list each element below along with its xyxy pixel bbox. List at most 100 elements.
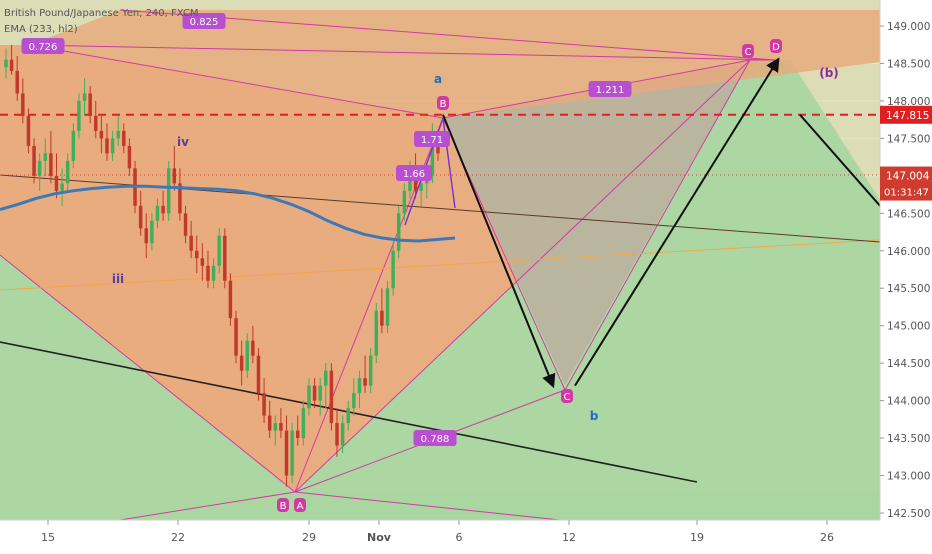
- y-tick-label-8: 145.000: [887, 321, 930, 333]
- candle-body-36: [206, 265, 210, 281]
- point-marker-4: [770, 39, 782, 53]
- chart-legend: British Pound/Japanese Yen, 240, FXCM EM…: [4, 6, 199, 38]
- candle-body-12: [71, 130, 76, 161]
- candle-body-4: [26, 115, 31, 146]
- candle-body-62: [352, 393, 356, 409]
- y-tick-label-3: 147.500: [887, 133, 930, 145]
- projection-arrow-up: [574, 57, 780, 387]
- projection-arrow-down: [442, 114, 556, 389]
- candle-body-3: [21, 93, 25, 116]
- candle-body-60: [340, 423, 345, 446]
- candle-body-27: [155, 205, 160, 221]
- fib-label-2: 1.211: [596, 85, 625, 96]
- y-tick-label-10: 144.000: [887, 396, 930, 408]
- x-tick-label-5: 12: [562, 531, 576, 544]
- candle-body-15: [88, 93, 92, 116]
- candle-body-37: [211, 265, 216, 281]
- point-label-4: D: [772, 42, 780, 53]
- pattern-edge-10: [119, 491, 296, 521]
- candle-body-17: [99, 130, 104, 139]
- candle-body-65: [368, 355, 373, 386]
- candle-body-24: [138, 205, 143, 229]
- x-tick-label-7: 26: [820, 531, 834, 544]
- indicator-label: EMA (233, hl2): [4, 24, 78, 35]
- point-label-2: B: [440, 99, 447, 110]
- candle-body-61: [346, 408, 350, 424]
- price-axis: [880, 0, 932, 550]
- candle-body-33: [189, 235, 193, 251]
- ema-line: [0, 184, 456, 243]
- candle-body-28: [161, 205, 165, 214]
- candle-body-13: [77, 100, 81, 131]
- candle-body-30: [172, 168, 177, 184]
- candle-body-16: [94, 115, 98, 131]
- point-marker-0: [277, 498, 289, 512]
- candle-body-1: [9, 59, 14, 71]
- candle-body-35: [200, 258, 205, 266]
- x-tick-label-4: 6: [456, 531, 463, 544]
- fib-label-1: 0.726: [29, 42, 58, 53]
- x-tick-label-2: 29: [302, 531, 316, 544]
- x-tick-label-6: 19: [690, 531, 704, 544]
- candle-body-51: [290, 430, 294, 476]
- fib-tag-4: [396, 165, 432, 181]
- candle-body-11: [65, 160, 70, 184]
- candle-body-67: [380, 310, 384, 326]
- y-tick-label-6: 146.000: [887, 246, 930, 258]
- wave-label-3: b: [590, 409, 599, 423]
- fib-label-5: 0.788: [421, 434, 450, 445]
- point-marker-1: [294, 498, 306, 512]
- countdown-text: 01:31:47: [884, 188, 929, 199]
- candle-body-44: [251, 340, 255, 356]
- candle-body-45: [256, 355, 261, 394]
- candle-body-31: [178, 183, 182, 214]
- projection-line-down: [799, 114, 881, 207]
- pattern-fill-orange-top: [30, 10, 880, 118]
- candle-body-42: [239, 355, 244, 371]
- fib-tag-3: [414, 131, 450, 147]
- y-tick-label-13: 142.500: [887, 508, 930, 520]
- resistance-price-text: 147.815: [886, 110, 929, 122]
- y-tick-label-9: 144.500: [887, 358, 930, 370]
- pattern-edge-9: [0, 254, 296, 493]
- inner-harmonic-leg: [404, 117, 456, 226]
- point-label-5: C: [564, 392, 571, 403]
- candle-body-2: [15, 70, 19, 94]
- fib-tag-5: [413, 430, 457, 446]
- candle-body-43: [245, 340, 249, 371]
- time-axis: [0, 520, 932, 550]
- candle-body-50: [284, 430, 289, 476]
- wave-label-2: iii: [112, 272, 124, 286]
- candle-body-63: [357, 378, 362, 394]
- candle-body-40: [228, 280, 233, 319]
- candle-body-20: [116, 130, 120, 139]
- point-marker-2: [437, 96, 449, 110]
- candle-body-26: [150, 220, 154, 244]
- candle-body-64: [363, 378, 367, 386]
- candle-body-56: [318, 385, 322, 401]
- fib-label-4: 1.66: [403, 169, 425, 180]
- candle-body-21: [122, 130, 126, 146]
- candle-body-38: [217, 235, 221, 266]
- y-tick-label-2: 148.000: [887, 96, 930, 108]
- candle-body-57: [324, 370, 328, 386]
- candle-body-10: [60, 183, 64, 191]
- x-tick-label-3: Nov: [367, 531, 392, 544]
- pattern-edge-2: [29, 44, 776, 61]
- candle-body-0: [4, 59, 8, 68]
- candle-body-29: [166, 168, 171, 214]
- candle-body-76: [430, 138, 435, 176]
- symbol-title: British Pound/Japanese Yen, 240, FXCM: [4, 8, 199, 19]
- candle-body-68: [385, 288, 390, 326]
- candle-body-52: [296, 430, 300, 439]
- point-marker-5: [561, 389, 573, 403]
- fib-tag-2: [588, 81, 632, 97]
- point-label-3: C: [745, 47, 752, 58]
- last-price-tag: [880, 166, 932, 201]
- candle-body-6: [37, 160, 42, 176]
- pattern-edge-0: [29, 44, 444, 119]
- candle-body-53: [301, 408, 306, 439]
- candle-body-66: [374, 310, 379, 356]
